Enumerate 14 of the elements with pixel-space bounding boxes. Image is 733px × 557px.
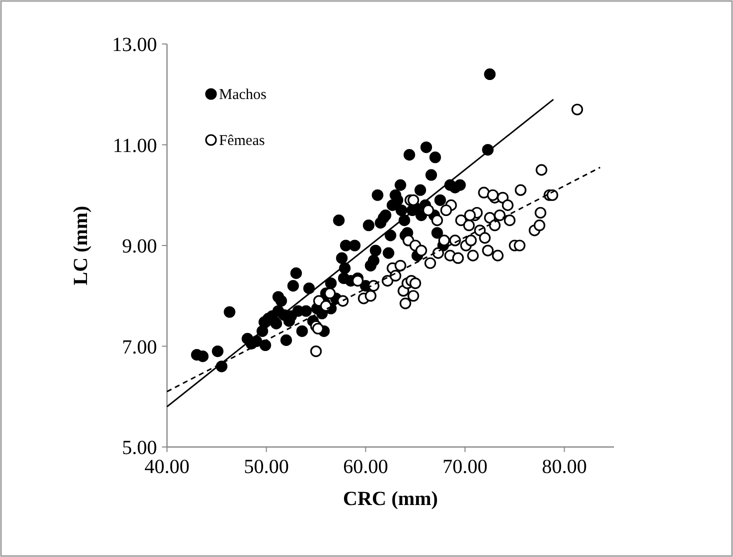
y-tick-label: 7.00 bbox=[122, 336, 157, 358]
legend-label: Machos bbox=[219, 87, 267, 103]
x-tick-label: 40.00 bbox=[144, 456, 190, 478]
y-tick-label: 13.00 bbox=[112, 34, 157, 56]
y-tick-label: 9.00 bbox=[122, 236, 157, 258]
legend-label: Fêmeas bbox=[219, 133, 265, 149]
x-tick-label: 70.00 bbox=[442, 456, 488, 478]
x-axis-title: CRC (mm) bbox=[343, 488, 438, 510]
x-tick-label: 50.00 bbox=[244, 456, 289, 478]
y-axis-title: LC (mm) bbox=[70, 206, 92, 286]
x-tick-label: 80.00 bbox=[542, 456, 587, 478]
y-tick-label: 11.00 bbox=[112, 134, 157, 157]
x-tick-label: 60.00 bbox=[343, 456, 388, 478]
y-tick-label: 5.00 bbox=[122, 437, 157, 459]
